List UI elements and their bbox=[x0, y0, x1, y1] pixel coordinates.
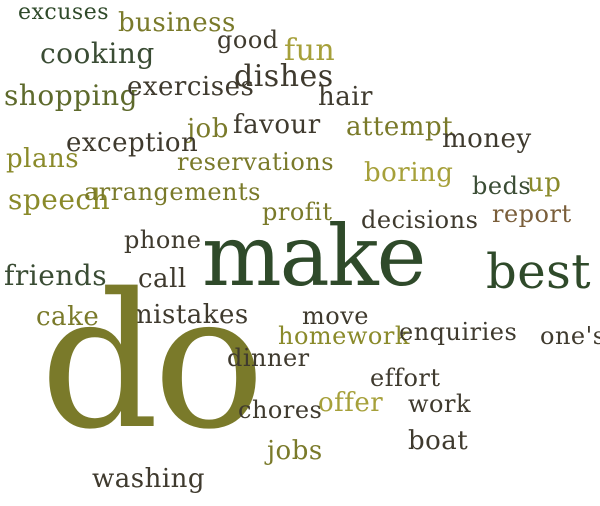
word-decisions: decisions bbox=[361, 206, 479, 234]
word-favour: favour bbox=[233, 110, 321, 140]
word-move: move bbox=[302, 302, 369, 330]
word-boat: boat bbox=[408, 426, 469, 456]
word-job: job bbox=[187, 114, 229, 144]
word-effort: effort bbox=[370, 364, 441, 392]
word-beds: beds bbox=[472, 172, 532, 200]
word-cooking: cooking bbox=[40, 37, 155, 70]
word-good: good bbox=[217, 26, 279, 54]
word-washing: washing bbox=[92, 464, 206, 494]
word-attempt: attempt bbox=[346, 112, 454, 142]
word-up: up bbox=[527, 168, 562, 198]
word-chores: chores bbox=[238, 396, 323, 424]
word-fun: fun bbox=[284, 33, 336, 68]
word-friends: friends bbox=[4, 259, 108, 292]
word-excuses: excuses bbox=[18, 0, 110, 25]
word-speech: speech bbox=[8, 183, 111, 216]
word-make: make bbox=[202, 207, 426, 305]
word-cake: cake bbox=[36, 302, 100, 332]
word-arrangements: arrangements bbox=[84, 178, 261, 206]
word-business: business bbox=[118, 8, 236, 38]
word-reservations: reservations bbox=[177, 148, 335, 176]
word-dishes: dishes bbox=[234, 59, 334, 94]
word-boring: boring bbox=[364, 158, 454, 188]
word-enquiries: enquiries bbox=[399, 318, 518, 346]
word-phone: phone bbox=[124, 226, 202, 254]
word-shopping: shopping bbox=[4, 79, 139, 112]
word-report: report bbox=[492, 200, 572, 228]
word-plans: plans bbox=[6, 144, 80, 174]
word-mistakes: mistakes bbox=[128, 300, 249, 330]
word-dinner: dinner bbox=[227, 344, 310, 372]
word-do: do bbox=[40, 253, 265, 470]
word-offer: offer bbox=[318, 388, 384, 418]
word-exception: exception bbox=[66, 128, 199, 158]
word-one-s: one's bbox=[540, 322, 600, 350]
word-call: call bbox=[138, 264, 187, 294]
word-hair: hair bbox=[318, 82, 373, 112]
word-best: best bbox=[486, 244, 592, 300]
word-exercises: exercises bbox=[127, 72, 255, 102]
word-work: work bbox=[408, 390, 472, 418]
word-money: money bbox=[442, 124, 532, 154]
word-profit: profit bbox=[262, 198, 333, 226]
word-homework: homework bbox=[278, 322, 410, 350]
word-jobs: jobs bbox=[267, 436, 323, 466]
